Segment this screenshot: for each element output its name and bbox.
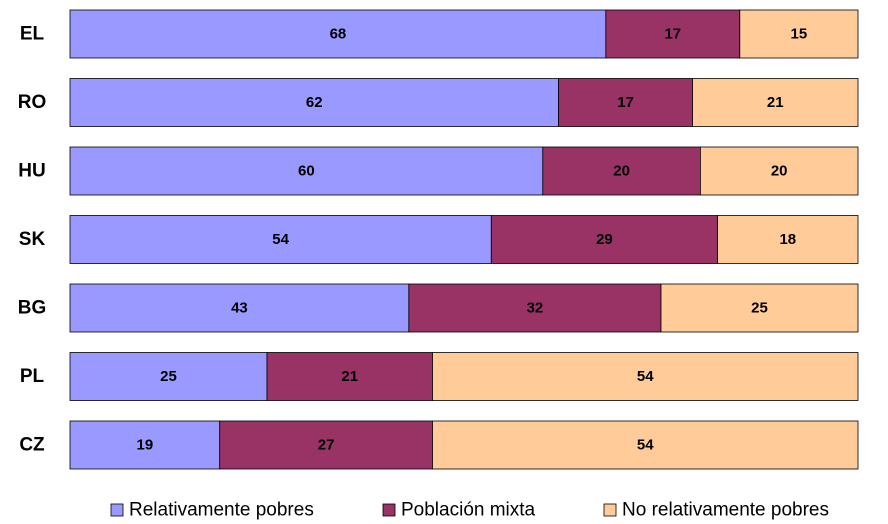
bar-segment bbox=[69, 78, 559, 127]
category-label: PL bbox=[20, 366, 45, 387]
value-label: 19 bbox=[137, 437, 154, 454]
value-label: 29 bbox=[596, 231, 613, 248]
bar-segment bbox=[432, 352, 859, 401]
value-label: 62 bbox=[306, 94, 323, 111]
category-label: CZ bbox=[19, 435, 45, 456]
value-label: 32 bbox=[527, 300, 544, 317]
value-label: 27 bbox=[318, 437, 335, 454]
bar-segment bbox=[558, 78, 693, 127]
bar-segment bbox=[266, 352, 433, 401]
bar-segment bbox=[432, 420, 859, 470]
value-label: 43 bbox=[231, 300, 248, 317]
legend-swatch bbox=[382, 503, 396, 517]
bar-segment bbox=[69, 9, 607, 59]
category-label: HU bbox=[18, 161, 45, 182]
bar-segment bbox=[660, 283, 859, 333]
value-label: 25 bbox=[751, 300, 768, 317]
bar-segment bbox=[605, 9, 741, 59]
bar-segment bbox=[717, 215, 859, 264]
bar-segment bbox=[69, 215, 492, 264]
value-label: 54 bbox=[637, 437, 654, 454]
category-label: SK bbox=[19, 229, 46, 250]
legend-label: No relativamente pobres bbox=[622, 500, 829, 521]
bar-segment bbox=[69, 283, 410, 333]
bar-segment bbox=[69, 352, 268, 401]
value-label: 68 bbox=[330, 26, 347, 43]
value-label: 54 bbox=[272, 231, 289, 248]
value-label: 20 bbox=[613, 163, 630, 180]
bar-segment bbox=[69, 146, 544, 196]
legend-swatch bbox=[110, 503, 124, 517]
value-label: 17 bbox=[617, 94, 634, 111]
value-label: 54 bbox=[637, 368, 654, 385]
category-label: EL bbox=[20, 24, 45, 45]
value-label: 21 bbox=[767, 94, 784, 111]
bar-segment bbox=[739, 9, 859, 59]
value-label: 18 bbox=[779, 231, 796, 248]
value-label: 25 bbox=[160, 368, 177, 385]
bar-segment bbox=[219, 420, 433, 470]
bar-segment bbox=[692, 78, 859, 127]
legend-label: Relativamente pobres bbox=[129, 500, 314, 521]
category-label: RO bbox=[18, 92, 47, 113]
bar-segment bbox=[542, 146, 701, 196]
value-label: 21 bbox=[341, 368, 358, 385]
value-label: 60 bbox=[298, 163, 315, 180]
legend-label: Población mixta bbox=[401, 500, 536, 521]
bar-segment bbox=[700, 146, 859, 196]
value-label: 20 bbox=[771, 163, 788, 180]
bar-segment bbox=[69, 420, 221, 470]
bar-segment bbox=[408, 283, 662, 333]
value-label: 17 bbox=[664, 26, 681, 43]
legend-swatch bbox=[603, 503, 617, 517]
value-label: 15 bbox=[791, 26, 808, 43]
category-label: BG bbox=[18, 298, 47, 319]
